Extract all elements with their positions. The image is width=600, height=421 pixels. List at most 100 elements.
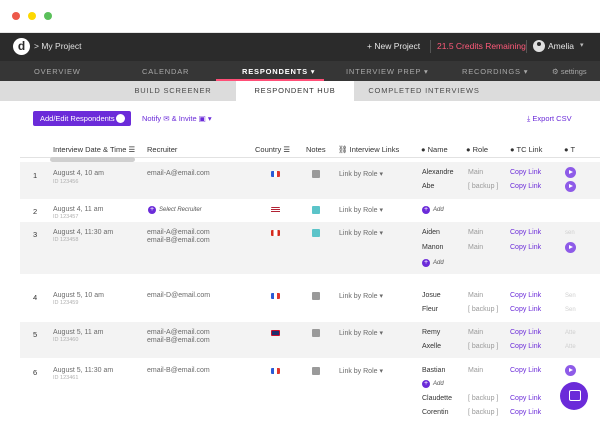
tab-build-screener[interactable]: BUILD SCREENER	[134, 86, 212, 95]
notes-icon[interactable]	[312, 206, 320, 214]
copy-link-button[interactable]: Copy Link	[510, 409, 542, 416]
maximize-window-button[interactable]	[44, 12, 52, 20]
play-icon[interactable]	[565, 181, 576, 192]
add-respondent-icon[interactable]: +	[422, 380, 430, 388]
respondent-name: Corentin	[422, 409, 449, 416]
respondent-name: Axelle	[422, 343, 442, 350]
person-icon: ●	[510, 145, 515, 154]
copy-link-button[interactable]: Copy Link	[510, 169, 542, 176]
link-by-role-dropdown[interactable]: Link by Role ▾	[339, 207, 383, 214]
export-label: Export CSV	[532, 114, 572, 123]
app-logo-icon[interactable]: d	[13, 38, 30, 55]
table-row: 4 August 5, 10 am ID 123459 email-D@emai…	[20, 287, 600, 320]
table-row: 6 August 5, 11:30 am ID 123461 email-B@e…	[20, 361, 600, 421]
link-icon: ⛓	[338, 145, 348, 154]
recruiter-email: email-A@email.com	[147, 170, 210, 177]
notes-icon[interactable]	[312, 367, 320, 375]
export-csv-button[interactable]: ⤓ Export CSV	[527, 114, 572, 123]
truncated-column-value: Atte	[565, 344, 576, 350]
respondent-role: [ backup ]	[468, 183, 499, 190]
respondent-name: Alexandre	[422, 169, 454, 176]
notes-icon[interactable]	[312, 229, 320, 237]
tab-completed-interviews[interactable]: COMPLETED INTERVIEWS	[368, 86, 480, 95]
nav-recordings[interactable]: RECORDINGS ▾	[462, 67, 529, 76]
link-by-role-dropdown[interactable]: Link by Role ▾	[339, 330, 383, 337]
table-row: 5 August 5, 11 am ID 123460 email-A@emai…	[20, 322, 600, 358]
nav-calendar[interactable]: CALENDAR	[142, 67, 190, 76]
active-nav-indicator	[216, 79, 324, 81]
notes-icon[interactable]	[312, 292, 320, 300]
nav-settings[interactable]: ⚙ settings	[552, 67, 587, 76]
respondent-role: [ backup ]	[468, 395, 499, 402]
chat-support-button[interactable]	[560, 382, 588, 410]
horizontal-scrollbar[interactable]	[50, 157, 135, 162]
copy-link-button[interactable]: Copy Link	[510, 343, 542, 350]
tab-respondent-hub[interactable]: RESPONDENT HUB	[236, 81, 354, 101]
link-by-role-dropdown[interactable]: Link by Role ▾	[339, 230, 383, 237]
copy-link-button[interactable]: Copy Link	[510, 329, 542, 336]
add-recruiter-icon[interactable]: +	[148, 206, 156, 214]
project-breadcrumb[interactable]: > My Project	[34, 41, 82, 51]
row-number: 1	[33, 171, 38, 180]
respondent-role: Main	[468, 367, 484, 374]
link-by-role-label: Link by Role	[339, 330, 378, 337]
close-window-button[interactable]	[12, 12, 20, 20]
header-name: ● Name	[421, 145, 448, 154]
add-respondent-icon[interactable]: +	[422, 259, 430, 267]
interview-id: ID 123457	[53, 214, 79, 220]
header-role-label: Role	[472, 145, 489, 154]
header-country[interactable]: Country ☰	[255, 145, 291, 154]
recruiter-email: email-A@email.com	[147, 229, 210, 236]
respondent-role: [ backup ]	[468, 306, 499, 313]
notify-invite-menu[interactable]: Notify ✉ & Invite ▣ ▾	[142, 114, 212, 123]
header-tc-link: ● TC Link	[510, 145, 542, 154]
invite-label: & Invite	[171, 114, 197, 123]
row-number: 3	[33, 230, 38, 239]
respondent-name: Remy	[422, 329, 441, 336]
add-edit-respondents-button[interactable]: Add/Edit Respondents	[33, 111, 131, 126]
interview-date: August 4, 11 am	[53, 206, 104, 213]
header-date[interactable]: Interview Date & Time ☰	[53, 145, 136, 154]
minimize-window-button[interactable]	[28, 12, 36, 20]
interview-id: ID 123461	[53, 375, 79, 381]
header-tc-label: TC Link	[516, 145, 543, 154]
user-menu-chevron-icon[interactable]: ▾	[580, 42, 584, 49]
copy-link-button[interactable]: Copy Link	[510, 229, 542, 236]
nav-interview-prep[interactable]: INTERVIEW PREP ▾	[346, 67, 429, 76]
respondent-name: Claudette	[422, 395, 452, 402]
table-row: 1 August 4, 10 am ID 123456 email-A@emai…	[20, 162, 600, 199]
divider	[430, 40, 431, 53]
link-by-role-dropdown[interactable]: Link by Role ▾	[339, 293, 383, 300]
add-respondent-icon[interactable]: +	[422, 206, 430, 214]
nav-overview[interactable]: OVERVIEW	[34, 67, 81, 76]
nav-respondents[interactable]: RESPONDENTS ▾	[242, 67, 316, 76]
copy-link-button[interactable]: Copy Link	[510, 244, 542, 251]
recruiter-email: email-A@email.com	[147, 329, 210, 336]
add-respondent-button[interactable]: Add	[433, 207, 444, 213]
copy-link-button[interactable]: Copy Link	[510, 367, 542, 374]
copy-link-button[interactable]: Copy Link	[510, 292, 542, 299]
respondent-role: Main	[468, 229, 484, 236]
header-overflow-icon: ● T	[564, 145, 576, 154]
notes-icon[interactable]	[312, 329, 320, 337]
user-avatar-icon[interactable]	[533, 40, 545, 52]
copy-link-button[interactable]: Copy Link	[510, 306, 542, 313]
project-name: My Project	[41, 41, 82, 51]
play-icon[interactable]	[565, 167, 576, 178]
link-by-role-dropdown[interactable]: Link by Role ▾	[339, 368, 383, 375]
country-flag-icon	[271, 207, 280, 213]
play-icon[interactable]	[565, 242, 576, 253]
select-recruiter-button[interactable]: Select Recruiter	[159, 207, 202, 213]
top-bar: d > My Project + New Project 21.5 Credit…	[0, 33, 600, 61]
link-by-role-label: Link by Role	[339, 293, 378, 300]
add-respondent-button[interactable]: Add	[433, 260, 444, 266]
copy-link-button[interactable]: Copy Link	[510, 395, 542, 402]
link-by-role-dropdown[interactable]: Link by Role ▾	[339, 171, 383, 178]
notes-icon[interactable]	[312, 170, 320, 178]
play-icon[interactable]	[565, 365, 576, 376]
user-name[interactable]: Amelia	[548, 41, 574, 51]
new-project-button[interactable]: + New Project	[367, 41, 421, 51]
copy-link-button[interactable]: Copy Link	[510, 183, 542, 190]
add-respondent-button[interactable]: Add	[433, 381, 444, 387]
respondent-name: Aiden	[422, 229, 440, 236]
